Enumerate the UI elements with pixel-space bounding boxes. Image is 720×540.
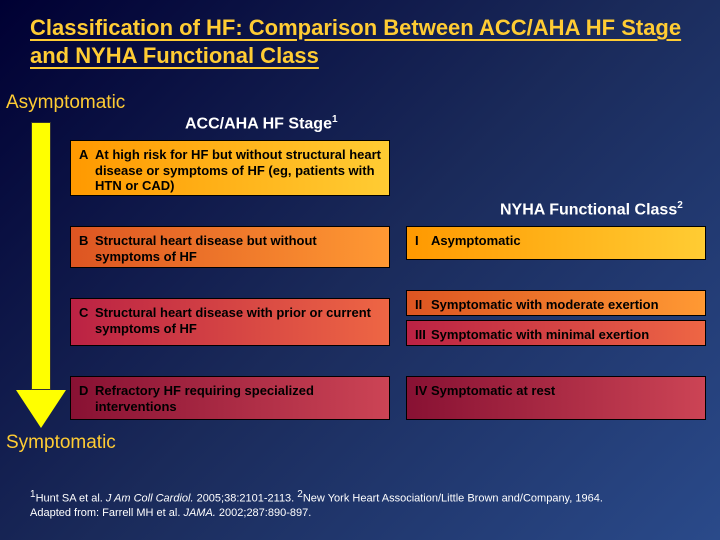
nyha-class-row-i: IAsymptomatic [406, 226, 706, 260]
acc-stage-text: Structural heart disease with prior or c… [95, 305, 381, 339]
acc-stage-text: Refractory HF requiring specialized inte… [95, 383, 381, 413]
acc-stage-letter: B [79, 233, 95, 261]
nyha-class-text: Symptomatic with minimal exertion [431, 327, 649, 339]
arrow-label-bottom: Symptomatic [6, 432, 116, 454]
nyha-class-row-iii: IIISymptomatic with minimal exertion [406, 320, 706, 346]
nyha-class-row-ii: IISymptomatic with moderate exertion [406, 290, 706, 316]
slide-title: Classification of HF: Comparison Between… [0, 0, 720, 73]
nyha-class-letter: II [415, 297, 431, 309]
acc-stage-row-d: DRefractory HF requiring specialized int… [70, 376, 390, 420]
nyha-class-text: Symptomatic with moderate exertion [431, 297, 659, 309]
nyha-class-text: Symptomatic at rest [431, 383, 555, 413]
right-column-header: NYHA Functional Class2 [500, 200, 683, 219]
references: 1Hunt SA et al. J Am Coll Cardiol. 2005;… [30, 488, 603, 520]
acc-stage-row-a: AAt high risk for HF but without structu… [70, 140, 390, 196]
acc-stage-letter: A [79, 147, 95, 189]
nyha-class-letter: I [415, 233, 431, 253]
nyha-class-text: Asymptomatic [431, 233, 521, 253]
nyha-class-row-iv: IVSymptomatic at rest [406, 376, 706, 420]
acc-stage-letter: C [79, 305, 95, 339]
acc-stage-letter: D [79, 383, 95, 413]
nyha-class-letter: III [415, 327, 431, 339]
acc-stage-row-c: CStructural heart disease with prior or … [70, 298, 390, 346]
acc-stage-text: At high risk for HF but without structur… [95, 147, 381, 189]
severity-arrow [26, 122, 56, 428]
left-column-header: ACC/AHA HF Stage1 [185, 114, 338, 133]
nyha-class-letter: IV [415, 383, 431, 413]
arrow-label-top: Asymptomatic [6, 92, 125, 114]
acc-stage-row-b: BStructural heart disease but without sy… [70, 226, 390, 268]
acc-stage-text: Structural heart disease but without sym… [95, 233, 381, 261]
